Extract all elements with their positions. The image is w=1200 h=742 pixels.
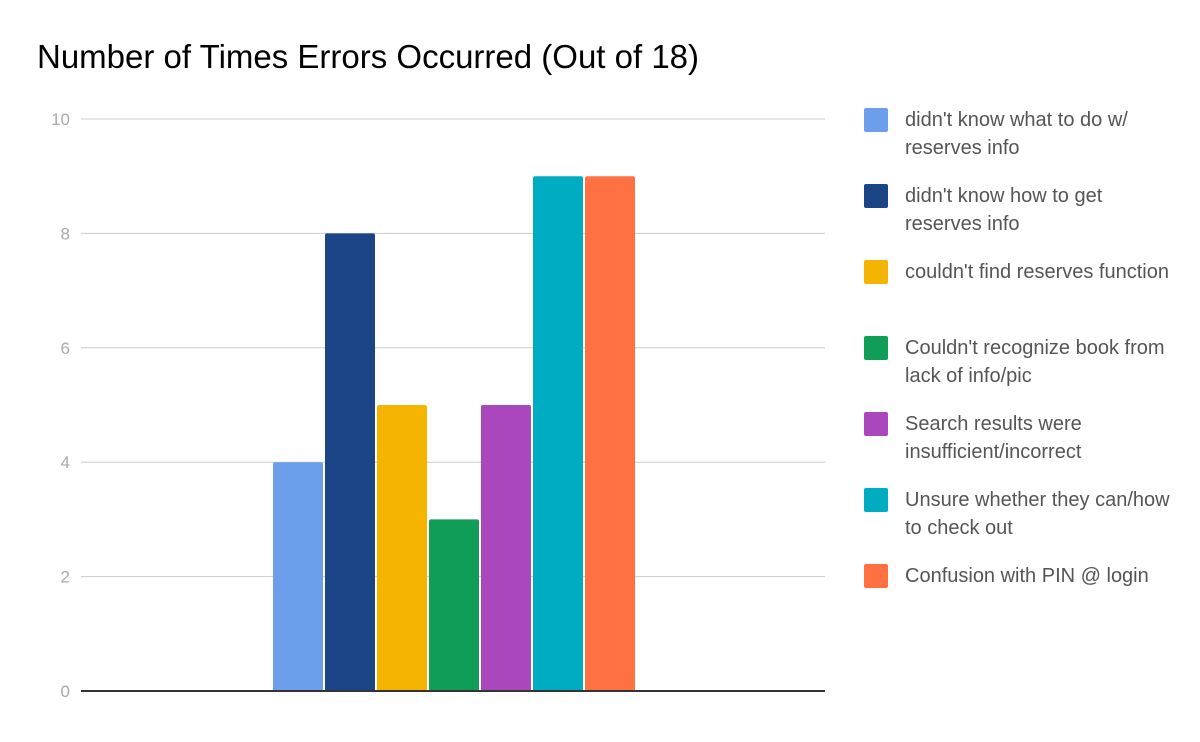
legend-item: didn't know how to get reserves info [864, 182, 1184, 258]
legend-swatch [864, 336, 888, 360]
y-tick-label: 6 [61, 339, 70, 358]
y-tick-label: 0 [61, 682, 70, 701]
legend-label: didn't know how to get reserves info [905, 185, 1103, 235]
bar [481, 405, 531, 691]
legend-item: Couldn't recognize book from lack of inf… [864, 334, 1184, 410]
legend: didn't know what to do w/ reserves info d… [864, 106, 1184, 638]
legend-item: couldn't find reserves function [864, 258, 1184, 334]
legend-swatch [864, 108, 888, 132]
legend-swatch [864, 184, 888, 208]
legend-label: Search results were insufficient/incorre… [905, 413, 1082, 463]
bar [377, 405, 427, 691]
y-tick-label: 2 [61, 568, 70, 587]
legend-swatch [864, 488, 888, 512]
legend-item: Search results were insufficient/incorre… [864, 410, 1184, 486]
bar [325, 233, 375, 691]
bars [273, 176, 635, 691]
bar [585, 176, 635, 691]
legend-label: Unsure whether they can/how to check out [905, 489, 1170, 539]
y-tick-label: 10 [51, 110, 70, 129]
legend-swatch [864, 260, 888, 284]
legend-swatch [864, 564, 888, 588]
legend-item: didn't know what to do w/ reserves info [864, 106, 1184, 182]
gridlines [81, 118, 825, 578]
legend-label: Couldn't recognize book from lack of inf… [905, 337, 1165, 387]
y-tick-label: 4 [61, 453, 70, 472]
legend-label: didn't know what to do w/ reserves info [905, 109, 1128, 159]
legend-item: Confusion with PIN @ login [864, 562, 1184, 638]
legend-item: Unsure whether they can/how to check out [864, 486, 1184, 562]
y-tick-label: 8 [61, 224, 70, 243]
bar [273, 462, 323, 691]
legend-label: couldn't find reserves function [905, 261, 1169, 283]
y-axis-ticks: 0 2 4 6 8 10 [51, 110, 70, 701]
bar [533, 176, 583, 691]
legend-swatch [864, 412, 888, 436]
bar [429, 519, 479, 691]
legend-label: Confusion with PIN @ login [905, 565, 1149, 587]
chart-title: Number of Times Errors Occurred (Out of … [37, 38, 700, 75]
